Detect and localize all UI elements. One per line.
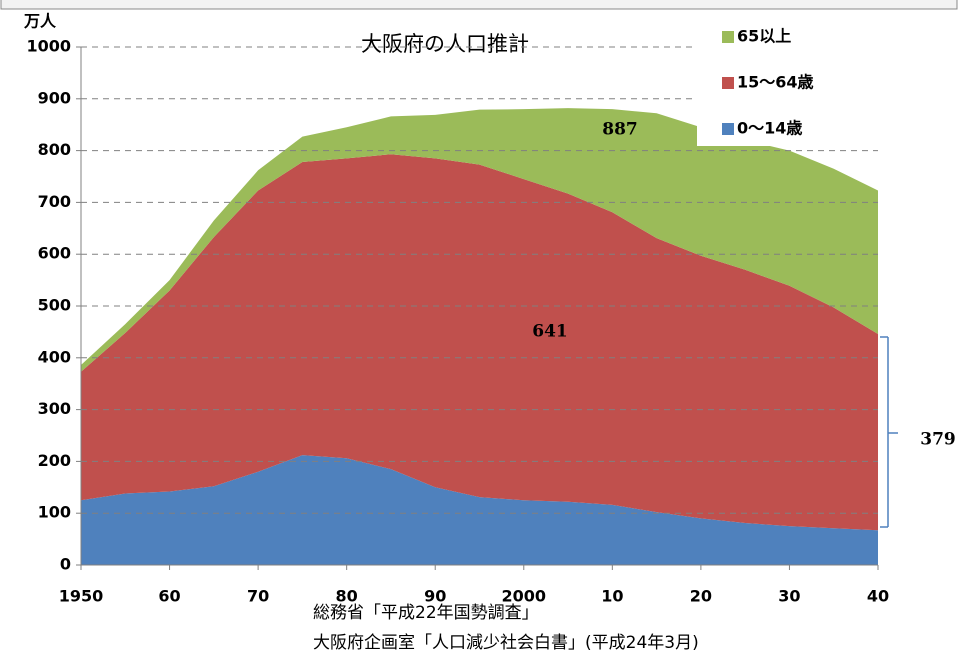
y-tick-label: 0: [60, 555, 71, 574]
y-tick-label: 900: [38, 88, 71, 107]
x-tick-label: 70: [247, 587, 269, 606]
legend-swatch: [722, 31, 734, 43]
y-tick-label: 300: [38, 399, 71, 418]
area: [81, 108, 878, 372]
legend-label: 0〜14歳: [737, 119, 802, 138]
x-tick-label: 1950: [59, 587, 104, 606]
plot-area: [81, 108, 878, 565]
annotation: 641: [532, 322, 568, 342]
y-tick-label: 700: [38, 192, 71, 211]
x-tick-label: 40: [867, 587, 889, 606]
chart-title: 大阪府の人口推計: [361, 32, 529, 56]
top-strip: [0, 0, 958, 10]
x-tick-label: 30: [778, 587, 800, 606]
y-axis-label: 万人: [23, 12, 57, 31]
y-tick-label: 600: [38, 244, 71, 263]
annotation: 379: [920, 430, 956, 450]
area: [81, 154, 878, 531]
legend-swatch: [722, 77, 734, 89]
x-tick-label: 80: [336, 587, 358, 606]
x-tick-label: 60: [158, 587, 180, 606]
x-tick-label: 20: [690, 587, 712, 606]
y-tick-label: 100: [38, 503, 71, 522]
x-tick-label: 2000: [502, 587, 547, 606]
y-tick-label: 200: [38, 451, 71, 470]
legend-swatch: [722, 123, 734, 135]
y-tick-label: 1000: [26, 37, 71, 56]
x-tick-label: 90: [424, 587, 446, 606]
area: [81, 455, 878, 565]
source: 大阪府企画室「人口減少社会白書」(平成24年3月): [313, 633, 699, 653]
y-tick-label: 800: [38, 140, 71, 159]
source: 総務省「平成22年国勢調査」: [313, 603, 539, 623]
x-tick-label: 10: [601, 587, 623, 606]
y-tick-label: 400: [38, 347, 71, 366]
annotation: 887: [602, 120, 638, 140]
legend-label: 15〜64歳: [737, 73, 814, 92]
legend-label: 65以上: [737, 27, 791, 46]
y-tick-label: 500: [38, 296, 71, 315]
